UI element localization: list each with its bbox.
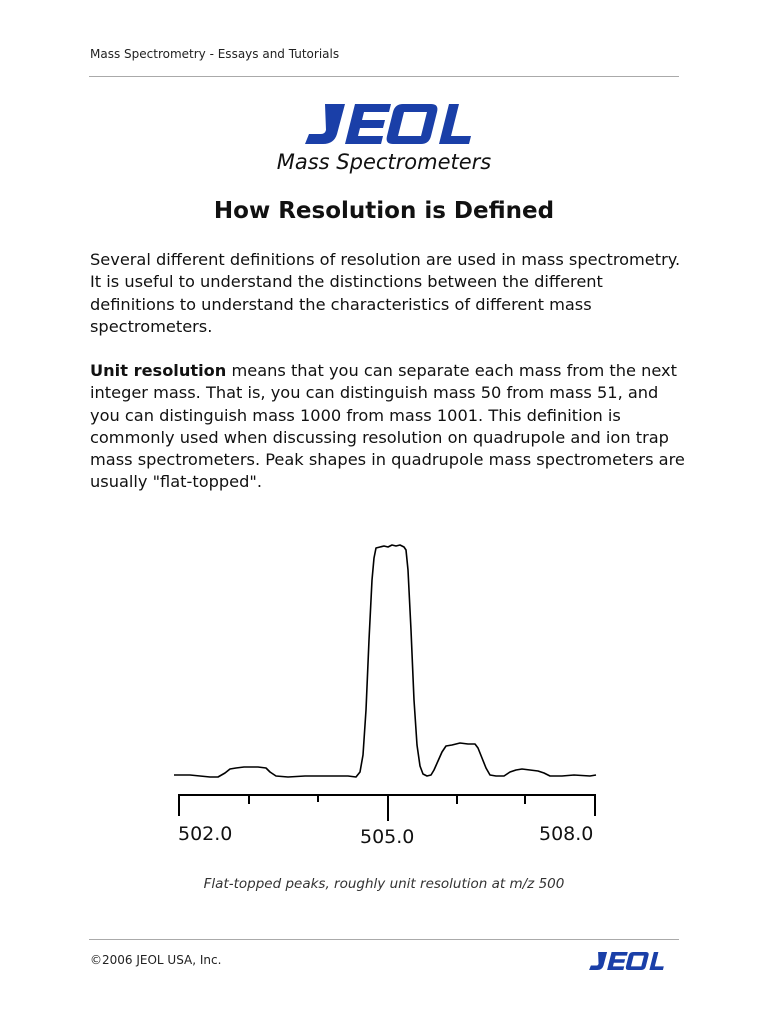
tick-label-505: 505.0: [360, 826, 414, 848]
intro-paragraph: Several different definitions of resolut…: [90, 250, 681, 336]
caption-mz-value: 500: [538, 876, 565, 892]
spectrum-trace: [174, 544, 597, 778]
tick-label-502: 502.0: [178, 823, 232, 845]
unit-resolution-text: means that you can separate each mass fr…: [90, 361, 685, 492]
tick-label-508: 508.0: [539, 823, 593, 845]
x-axis: [178, 794, 596, 821]
copyright-text: ©2006 JEOL USA, Inc.: [90, 953, 222, 967]
logo-subtitle: Mass Spectrometers: [276, 150, 492, 174]
unit-resolution-paragraph: Unit resolution means that you can separ…: [90, 360, 690, 494]
mass-spectrum-chart: 502.0 505.0 508.0: [174, 544, 597, 848]
footer-divider: [89, 939, 679, 940]
header-divider: [89, 76, 679, 77]
page-title: How Resolution is Defined: [213, 198, 555, 224]
figure-caption: Flat-topped peaks, roughly unit resoluti…: [0, 876, 768, 892]
running-header: Mass Spectrometry - Essays and Tutorials: [90, 47, 340, 61]
unit-resolution-term: Unit resolution: [90, 361, 227, 380]
caption-text: Flat-topped peaks, roughly unit resoluti…: [203, 876, 539, 892]
footer-jeol-logo: [589, 952, 664, 970]
jeol-logo: [305, 104, 471, 144]
